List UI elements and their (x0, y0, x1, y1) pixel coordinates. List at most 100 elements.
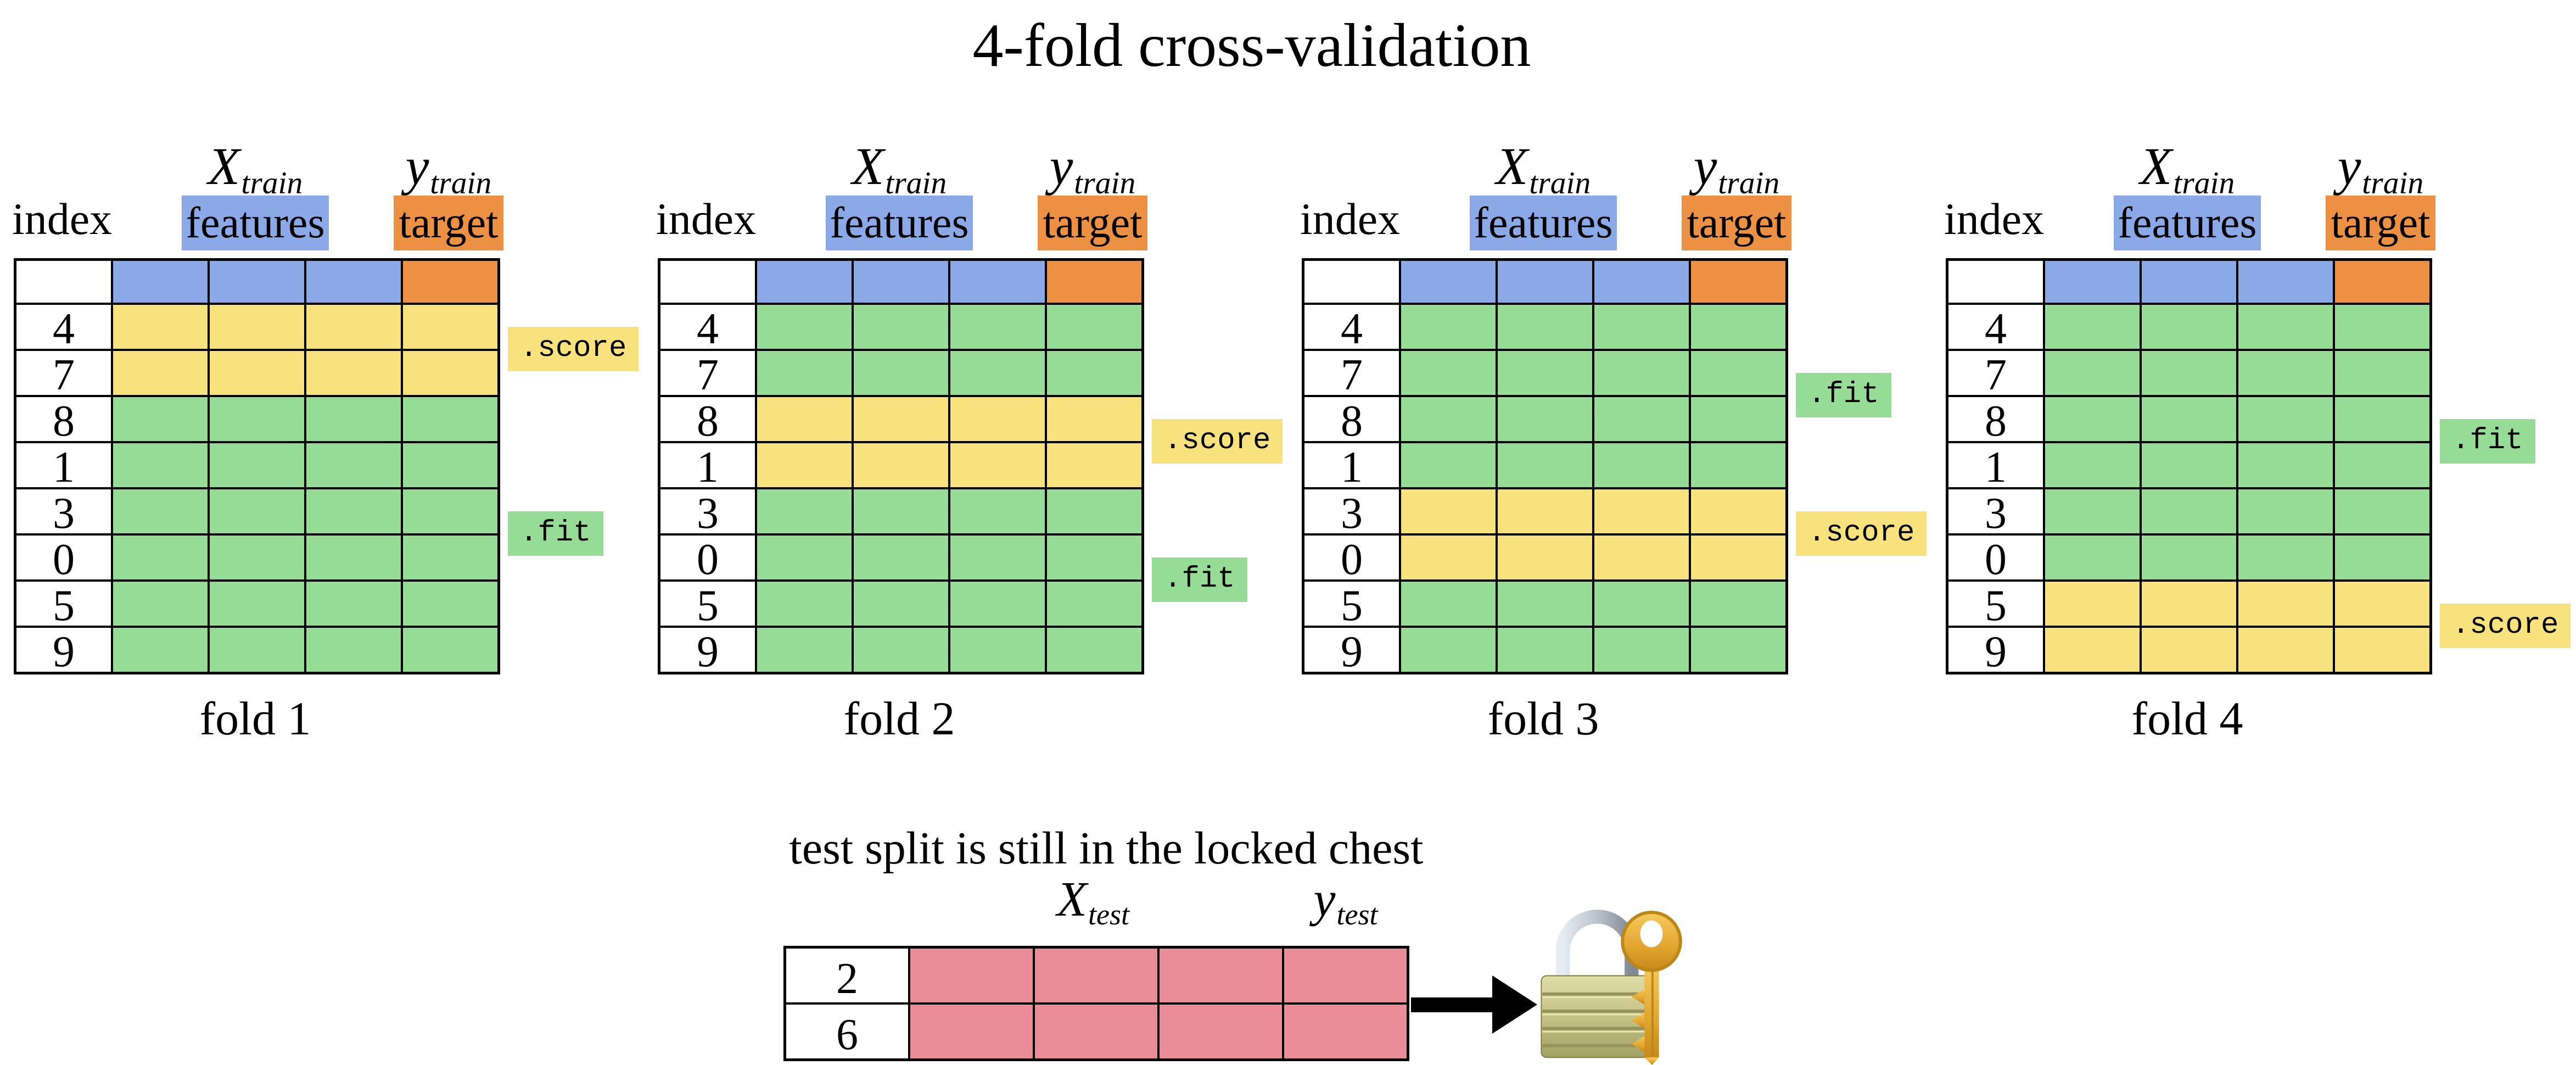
x-train-label: Xtrain (2042, 137, 2332, 201)
validation-cell (112, 350, 209, 396)
header-target-cell (1690, 260, 1787, 304)
fit-tag: .fit (1152, 557, 1247, 602)
train-cell (756, 304, 853, 350)
row-index-cell: 5 (15, 581, 112, 630)
validation-cell (1497, 488, 1593, 534)
row-index-cell: 1 (15, 442, 112, 492)
x-train-label: Xtrain (754, 137, 1044, 201)
train-cell (949, 627, 1046, 673)
y-train-label: ytrain (396, 137, 501, 201)
test-cell (1283, 1003, 1408, 1060)
train-cell (402, 534, 499, 581)
header-feature-cell (2044, 260, 2141, 304)
train-cell (2334, 442, 2431, 488)
train-cell (305, 534, 402, 581)
row-index-cell: 5 (1303, 581, 1400, 630)
train-cell (2237, 396, 2334, 442)
header-index-cell (1303, 260, 1400, 304)
train-cell (853, 534, 949, 581)
row-index-cell: 7 (1947, 350, 2044, 399)
row-index-cell: 0 (15, 534, 112, 584)
train-cell (2237, 488, 2334, 534)
header-feature-cell (2141, 260, 2237, 304)
fold-4: index Xtrain features ytrain target 4 7 8 1 3 0 5 9.… (1932, 0, 2576, 769)
train-cell (1690, 581, 1787, 627)
x-test-sub: test (1088, 898, 1129, 932)
index-header-label: index (656, 194, 757, 244)
row-index-cell: 1 (659, 442, 756, 492)
train-cell (1690, 442, 1787, 488)
row-index-cell: 3 (1303, 488, 1400, 538)
train-cell (2044, 534, 2141, 581)
train-cell (209, 442, 305, 488)
features-header-box: features (826, 196, 973, 250)
train-cell (2044, 488, 2141, 534)
validation-cell (2334, 627, 2431, 673)
row-index-cell: 3 (15, 488, 112, 538)
train-cell (1046, 488, 1143, 534)
row-index-cell: 3 (659, 488, 756, 538)
test-cell (909, 1003, 1034, 1060)
row-index-cell: 0 (659, 534, 756, 584)
header-index-cell (15, 260, 112, 304)
train-cell (112, 581, 209, 627)
y-train-label: ytrain (1684, 137, 1789, 201)
row-index-cell: 4 (1947, 304, 2044, 353)
fit-tag: .fit (508, 511, 603, 556)
row-index-cell: 9 (15, 627, 112, 676)
index-header-label: index (1300, 194, 1401, 244)
train-cell (1046, 534, 1143, 581)
index-header-label: index (12, 194, 113, 244)
validation-cell (1046, 442, 1143, 488)
train-cell (1497, 350, 1593, 396)
train-cell (402, 488, 499, 534)
validation-cell (305, 304, 402, 350)
train-cell (949, 488, 1046, 534)
validation-cell (1593, 534, 1690, 581)
fold-3: index Xtrain features ytrain target 4 7 8 1 3 0 5 9.… (1288, 0, 1932, 769)
index-header-label: index (1944, 194, 2045, 244)
validation-cell (112, 304, 209, 350)
target-header-box: target (2326, 196, 2435, 250)
train-cell (402, 581, 499, 627)
train-cell (853, 304, 949, 350)
train-cell (1046, 581, 1143, 627)
fold-caption: fold 4 (2131, 692, 2243, 745)
y-train-label-sub: train (1718, 166, 1780, 201)
train-cell (853, 488, 949, 534)
fit-tag: .fit (1796, 373, 1891, 417)
fold-caption: fold 2 (843, 692, 955, 745)
train-cell (1690, 350, 1787, 396)
validation-cell (1400, 534, 1497, 581)
train-cell (112, 627, 209, 673)
train-cell (2237, 534, 2334, 581)
validation-cell (1497, 534, 1593, 581)
row-index-cell: 7 (659, 350, 756, 399)
train-cell (949, 304, 1046, 350)
validation-cell (756, 442, 853, 488)
header-target-cell (2334, 260, 2431, 304)
y-train-label-main: y (405, 137, 429, 196)
train-cell (112, 488, 209, 534)
header-feature-cell (305, 260, 402, 304)
validation-cell (1690, 488, 1787, 534)
train-cell (2044, 442, 2141, 488)
row-index-cell: 4 (659, 304, 756, 353)
target-header-box: target (1038, 196, 1147, 250)
x-train-label-sub: train (241, 166, 303, 201)
train-cell (1400, 396, 1497, 442)
fold-caption: fold 1 (199, 692, 311, 745)
train-cell (1497, 442, 1593, 488)
y-train-label-sub: train (2362, 166, 2424, 201)
features-header-box: features (1470, 196, 1617, 250)
validation-cell (209, 350, 305, 396)
train-cell (2237, 442, 2334, 488)
train-cell (756, 488, 853, 534)
y-test-main: y (1313, 872, 1336, 927)
train-cell (1593, 304, 1690, 350)
train-cell (1400, 627, 1497, 673)
y-test-label: ytest (1283, 872, 1409, 932)
train-cell (853, 627, 949, 673)
header-feature-cell (949, 260, 1046, 304)
